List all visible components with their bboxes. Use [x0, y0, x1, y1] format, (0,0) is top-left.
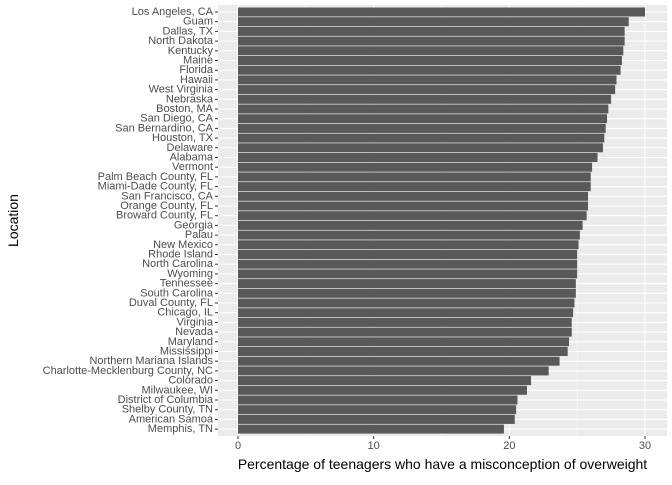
y-tick-label: San Francisco, CA	[121, 190, 213, 202]
bar	[238, 85, 616, 95]
y-tick-label: Los Angeles, CA	[132, 6, 214, 18]
bar	[238, 75, 617, 85]
bar	[238, 133, 605, 143]
bar	[238, 65, 621, 75]
y-tick-label: Tennessee	[160, 278, 213, 290]
y-tick-label: American Samoa	[129, 413, 214, 425]
x-axis-ticks: 0 10 20 30	[235, 436, 651, 452]
bar	[238, 211, 587, 221]
y-tick-label: Vermont	[172, 161, 213, 173]
x-tick-label: 20	[503, 440, 515, 452]
bar	[238, 36, 625, 46]
bar	[238, 405, 517, 415]
x-tick-label: 0	[235, 440, 241, 452]
y-tick-label: Hawaii	[180, 74, 213, 86]
bar	[238, 376, 532, 386]
bar	[238, 337, 570, 347]
y-tick-label: Kentucky	[168, 45, 214, 57]
bar	[238, 162, 593, 172]
y-tick-label: Virginia	[177, 316, 214, 328]
y-tick-label: Colorado	[168, 375, 213, 387]
x-tick-label: 10	[368, 440, 380, 452]
bar	[238, 288, 576, 298]
y-tick-label: New Mexico	[153, 239, 213, 251]
bar	[238, 230, 580, 240]
y-tick-label: Shelby County, TN	[122, 404, 213, 416]
y-tick-label: North Dakota	[148, 35, 214, 47]
y-tick-label: Miami-Dade County, FL	[98, 181, 213, 193]
bar	[238, 191, 589, 201]
y-tick-label: District of Columbia	[118, 394, 214, 406]
bar	[238, 395, 518, 405]
y-tick-label: Houston, TX	[152, 132, 214, 144]
y-tick-label: Florida	[179, 64, 214, 76]
bar	[238, 7, 645, 17]
y-tick-label: Milwaukee, WI	[141, 384, 213, 396]
y-tick-label: Wyoming	[167, 268, 213, 280]
bar	[238, 269, 578, 279]
y-tick-label: Northern Mariana Islands	[89, 355, 213, 367]
bar	[238, 46, 624, 56]
y-tick-label: San Bernardino, CA	[115, 122, 213, 134]
bar	[238, 220, 583, 230]
y-tick-label: Alabama	[170, 152, 214, 164]
bar	[238, 250, 578, 259]
bar	[238, 385, 527, 395]
bar	[238, 172, 591, 182]
y-tick-label: Guam	[183, 16, 213, 28]
y-tick-label: Rhode Island	[148, 249, 213, 261]
y-tick-label: Nevada	[175, 326, 214, 338]
y-tick-label: Boston, MA	[156, 103, 214, 115]
bar	[238, 182, 591, 192]
y-tick-label: Mississippi	[160, 346, 213, 358]
y-tick-label: West Virginia	[149, 84, 214, 96]
bar	[238, 94, 612, 104]
y-tick-label: Nebraska	[166, 93, 214, 105]
bar	[238, 308, 574, 318]
y-tick-label: North Carolina	[142, 258, 214, 270]
bar	[238, 259, 578, 269]
y-tick-label: Broward County, FL	[116, 210, 213, 222]
bar	[238, 56, 622, 65]
y-tick-label: Chicago, IL	[157, 307, 213, 319]
bar	[238, 347, 568, 356]
y-tick-label: Charlotte-Mecklenburg County, NC	[43, 365, 213, 377]
bars	[238, 7, 645, 434]
y-tick-label: Georgia	[174, 219, 214, 231]
bar	[238, 279, 576, 289]
bar	[238, 104, 609, 114]
y-tick-label: Dallas, TX	[162, 25, 213, 37]
x-axis-title: Percentage of teenagers who have a misco…	[238, 456, 647, 472]
bar	[238, 153, 598, 162]
y-tick-label: Palm Beach County, FL	[98, 171, 213, 183]
y-tick-label: Duval County, FL	[129, 297, 213, 309]
x-tick-label: 30	[639, 440, 651, 452]
bar	[238, 317, 572, 327]
y-tick-label: Palau	[185, 229, 213, 241]
bar	[238, 327, 572, 337]
bar	[238, 298, 575, 308]
bar	[238, 240, 579, 250]
bar	[238, 26, 625, 36]
y-axis-title: Location	[5, 194, 21, 247]
y-tick-label: Memphis, TN	[148, 423, 213, 435]
bar	[238, 424, 504, 434]
bar	[238, 201, 589, 211]
y-tick-label: Delaware	[167, 142, 213, 154]
bar	[238, 123, 606, 133]
bar	[238, 366, 549, 376]
y-tick-label: Maryland	[168, 336, 213, 348]
bar	[238, 143, 603, 153]
bar	[238, 356, 560, 366]
y-tick-label: South Carolina	[140, 287, 214, 299]
bar	[238, 414, 515, 424]
y-tick-label: Orange County, FL	[120, 200, 213, 212]
y-tick-label: San Diego, CA	[140, 113, 213, 125]
bar	[238, 114, 608, 124]
bar	[238, 17, 629, 27]
y-tick-label: Maine	[183, 55, 213, 67]
